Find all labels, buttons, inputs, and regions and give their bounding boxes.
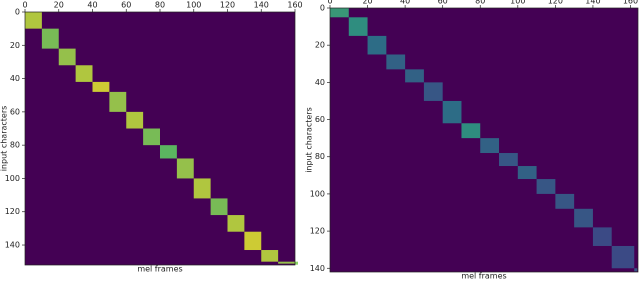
y-tick-label: 80 [315,152,325,161]
y-tick-label: 40 [315,78,325,87]
y-tick-label: 140 [5,241,20,250]
heatmap-cell [574,208,593,228]
heatmap-cell [227,215,245,232]
heatmap-cell [176,158,194,179]
x-tick-label: 140 [585,0,600,6]
x-axis-label: mel frames [137,265,182,274]
heatmap-cell [75,65,93,82]
y-axis-label: input characters [305,107,314,173]
heatmap-cell [499,153,518,167]
x-tick-label: 120 [220,1,235,10]
y-tick-label: 40 [10,74,20,83]
heatmap-cell [480,138,500,154]
heatmap-cell [405,69,424,83]
x-tick-label: 160 [623,0,638,6]
y-tick-label: 0 [15,8,20,17]
x-tick-label: 80 [475,0,485,6]
x-tick-label: 120 [548,0,563,6]
heatmap-cell [193,178,211,199]
heatmap-cell [244,231,262,251]
y-tick-label: 100 [5,174,20,183]
heatmap-cell [536,179,556,194]
x-tick-label: 60 [121,1,131,10]
x-tick-label: 140 [254,1,269,10]
heatmap-cell [611,245,635,269]
plot-frame [329,7,639,273]
x-tick-label: 80 [155,1,165,10]
x-tick-label: 20 [362,0,372,6]
y-axis-label: input characters [0,106,9,172]
heatmap-cell [592,227,612,246]
x-tick-label: 0 [327,0,332,6]
y-tick-label: 0 [320,4,325,13]
y-tick-label: 140 [310,264,325,273]
heatmap-cell [92,81,110,92]
heatmap-cell [143,128,160,146]
y-tick-label: 120 [310,227,325,236]
heatmap-cell [109,91,127,112]
y-tick-label: 60 [315,115,325,124]
y-tick-label: 60 [10,107,20,116]
y-tick-label: 120 [5,207,20,216]
heatmap-cell [423,82,443,101]
x-tick-label: 0 [22,1,27,10]
heatmap-cell [295,261,298,265]
heatmap-cell [25,12,42,29]
x-tick-label: 160 [287,1,302,10]
heatmap-cell [330,8,349,18]
heatmap-cell [58,48,76,66]
heatmap-cell [126,111,144,129]
x-tick-label: 100 [510,0,525,6]
heatmap-cell [634,268,638,272]
y-tick-label: 80 [10,141,20,150]
heatmap-cell [386,54,406,70]
heatmap-cell [461,123,481,139]
x-axis-label: mel frames [461,272,506,281]
y-tick-label: 20 [10,41,20,50]
heatmap-cell [41,28,59,49]
x-tick-label: 40 [87,1,97,10]
heatmap-cell [348,17,368,36]
heatmap-cell [278,261,295,264]
x-tick-label: 40 [400,0,410,6]
x-tick-label: 100 [186,1,201,10]
heatmap-cell [367,35,387,55]
heatmap-cell [210,198,228,216]
heatmap-cell [160,145,177,159]
heatmap-cell [555,193,575,209]
heatmap-cell [261,250,279,262]
x-tick-label: 60 [438,0,448,6]
heatmap-cell [517,166,537,180]
x-tick-label: 20 [54,1,64,10]
y-tick-label: 100 [310,189,325,198]
heatmap-cell [442,100,462,124]
y-tick-label: 20 [315,41,325,50]
